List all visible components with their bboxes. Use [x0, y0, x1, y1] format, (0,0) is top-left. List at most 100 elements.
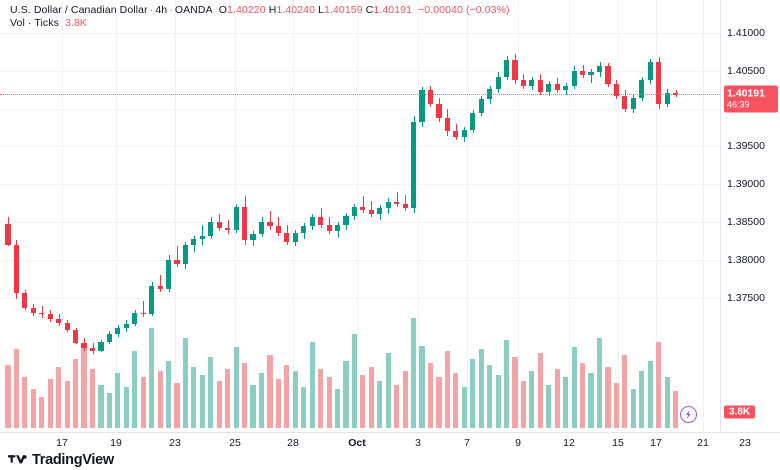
tradingview-logo[interactable]: TradingView: [8, 452, 114, 468]
volume-bar: [267, 355, 273, 428]
candle-body: [165, 259, 172, 289]
time-tick-label: 15: [612, 437, 624, 449]
volume-bar: [208, 357, 214, 428]
volume-info-row[interactable]: Vol · Ticks 3.8K: [10, 17, 510, 30]
candle-body: [478, 99, 484, 114]
exchange-label[interactable]: OANDA: [174, 4, 213, 16]
candle-body: [453, 131, 459, 138]
time-axis[interactable]: 17 19 23 25 28 Oct 3 7 9 12 15 17 21 23: [0, 432, 780, 452]
candle-body: [115, 327, 121, 334]
close-label: C: [365, 4, 374, 16]
volume-bar: [461, 386, 467, 428]
change-value: −0.00040 (−0.03%): [418, 4, 510, 16]
candle-wick: [228, 220, 229, 235]
candle-body: [605, 66, 611, 85]
candle-body: [613, 84, 619, 97]
candle-body: [199, 235, 205, 239]
candle-body: [64, 323, 70, 331]
symbol-name[interactable]: U.S. Dollar / Canadian Dollar: [10, 4, 148, 16]
candle-body: [47, 314, 53, 319]
horizontal-gridline: [0, 146, 720, 148]
volume-bar: [664, 376, 670, 428]
candle-wick: [363, 196, 364, 213]
candle-body: [250, 234, 256, 241]
price-tick-label: 1.39000: [727, 178, 765, 191]
candle-body: [98, 342, 104, 351]
candle-wick: [177, 246, 178, 268]
candle-body: [5, 224, 11, 245]
candle-body: [495, 76, 501, 89]
volume-bar: [225, 369, 231, 428]
candle-body: [140, 312, 146, 315]
volume-bar: [419, 345, 425, 428]
candle-body: [267, 221, 273, 227]
interval-label[interactable]: 4h: [155, 4, 168, 16]
volume-bar: [580, 363, 586, 428]
vertical-gridline: [569, 0, 570, 432]
volume-bar: [529, 371, 535, 428]
volume-bar: [478, 349, 484, 428]
price-tick-label: 1.37500: [727, 291, 765, 304]
volume-bar: [199, 374, 205, 428]
candle-wick: [405, 194, 406, 212]
realtime-lightning-bolt-icon[interactable]: [679, 406, 697, 423]
candle-body: [334, 224, 341, 232]
candle-body: [596, 66, 603, 73]
volume-bar: [427, 363, 434, 428]
candle-body: [174, 259, 180, 265]
candle-body: [377, 208, 383, 215]
vertical-gridline: [62, 0, 63, 432]
candle-body: [309, 217, 315, 227]
volume-bar: [5, 365, 11, 428]
volume-bar: [368, 367, 374, 428]
symbol-info-row[interactable]: U.S. Dollar / Canadian Dollar · 4h · OANDA O…: [10, 4, 510, 17]
vertical-gridline: [293, 0, 294, 432]
candle-wick: [270, 211, 271, 230]
candle-body: [275, 226, 281, 233]
candle-body: [529, 79, 535, 86]
volume-bar: [132, 351, 138, 428]
price-axis[interactable]: 1.410001.405001.400001.395001.390001.385…: [720, 0, 780, 432]
candle-body: [30, 308, 36, 313]
volume-bar: [318, 369, 324, 428]
time-tick-label: 3: [415, 437, 421, 449]
volume-bar: [656, 341, 662, 428]
time-tick-label: 28: [287, 437, 299, 449]
candle-body: [385, 202, 391, 209]
volume-bar: [453, 373, 459, 428]
volume-bar: [233, 347, 239, 428]
candle-body: [647, 61, 653, 80]
candle-body: [402, 203, 408, 209]
candle-body: [326, 224, 332, 232]
vertical-gridline: [357, 0, 358, 432]
current-price-value: 1.40191: [727, 87, 765, 100]
volume-bar: [30, 388, 36, 428]
volume-bar: [140, 376, 146, 428]
vertical-gridline: [518, 0, 519, 432]
candle-body: [622, 96, 628, 109]
volume-bar: [520, 380, 527, 428]
candle-body: [444, 117, 450, 132]
candle-wick: [202, 224, 203, 245]
candle-body: [301, 226, 307, 233]
price-tick-label: 1.38000: [727, 253, 765, 266]
time-tick-label: 25: [229, 437, 241, 449]
candle-body: [191, 238, 197, 245]
candle-wick: [371, 200, 372, 218]
candle-body: [182, 244, 189, 265]
chart-plot-area[interactable]: [0, 0, 720, 432]
vertical-gridline: [703, 0, 704, 432]
legend-separator-2: ·: [169, 4, 173, 16]
close-value: 1.40191: [373, 4, 413, 16]
volume-bar: [351, 333, 358, 428]
volume-badge[interactable]: 3.8K: [724, 405, 756, 419]
volume-bar: [436, 376, 442, 428]
current-price-badge[interactable]: 1.40191 46:39: [724, 85, 778, 113]
volume-bar: [123, 386, 129, 428]
candle-body: [427, 90, 434, 104]
volume-bar: [64, 380, 70, 428]
volume-bar: [605, 367, 611, 428]
candle-body: [360, 206, 366, 210]
candle-body: [233, 206, 239, 230]
volume-bar: [385, 353, 391, 428]
